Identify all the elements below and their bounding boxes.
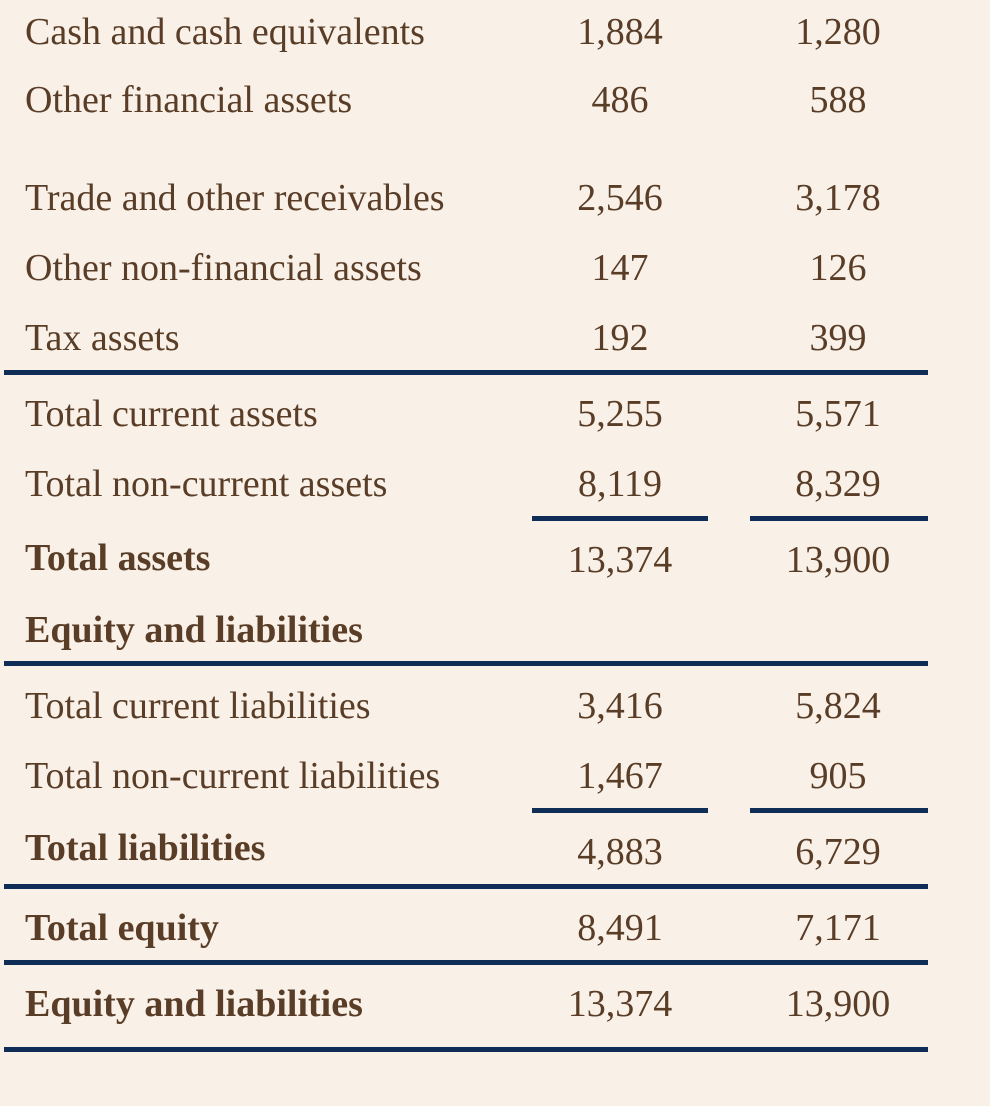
value-col-2: 399 [809, 317, 867, 359]
value-col-1: 2,546 [577, 177, 663, 219]
row-label: Total non-current assets [25, 463, 388, 505]
section-heading-equity-liabilities: Equity and liabilities [0, 604, 990, 656]
subtotal-rule-col-2 [750, 516, 928, 521]
value-col-1: 13,374 [567, 983, 673, 1025]
value-col-2: 6,729 [795, 831, 881, 873]
value-col-1: 5,255 [577, 393, 663, 435]
row-total-current-liabilities: Total current liabilities 3,416 5,824 [0, 680, 990, 732]
value-col-2: 588 [809, 79, 867, 121]
section-heading: Equity and liabilities [25, 609, 363, 651]
value-col-2: 7,171 [795, 907, 881, 949]
row-label: Trade and other receivables [25, 177, 445, 219]
subtotal-rule-col-1 [532, 808, 708, 813]
value-col-1: 4,883 [577, 831, 663, 873]
row-label: Other financial assets [25, 79, 353, 121]
row-total-non-current-liabilities: Total non-current liabilities 1,467 905 [0, 750, 990, 802]
row-label: Total current assets [25, 393, 318, 435]
row-label: Total liabilities [25, 827, 266, 869]
row-label: Total equity [25, 907, 219, 949]
value-col-1: 192 [591, 317, 649, 359]
row-label: Total current liabilities [25, 685, 371, 727]
value-col-2: 1,280 [795, 11, 881, 53]
value-col-2: 13,900 [785, 983, 891, 1025]
divider [4, 370, 928, 375]
divider [4, 884, 928, 889]
value-col-2: 13,900 [785, 539, 891, 581]
divider [4, 1047, 928, 1052]
value-col-2: 8,329 [795, 463, 881, 505]
value-col-1: 8,491 [577, 907, 663, 949]
row-total-non-current-assets: Total non-current assets 8,119 8,329 [0, 458, 990, 510]
value-col-2: 5,824 [795, 685, 881, 727]
value-col-1: 3,416 [577, 685, 663, 727]
value-col-2: 126 [809, 247, 867, 289]
row-total-current-assets: Total current assets 5,255 5,571 [0, 388, 990, 440]
row-total-equity: Total equity 8,491 7,171 [0, 902, 990, 954]
row-total-liabilities: Total liabilities 4,883 6,729 [0, 822, 990, 874]
row-other-non-financial-assets: Other non-financial assets 147 126 [0, 242, 990, 294]
row-cash: Cash and cash equivalents 1,884 1,280 [0, 6, 990, 58]
row-label: Equity and liabilities [25, 983, 363, 1025]
row-trade-receivables: Trade and other receivables 2,546 3,178 [0, 172, 990, 224]
divider [4, 960, 928, 965]
row-label: Total non-current liabilities [25, 755, 441, 797]
value-col-1: 147 [591, 247, 649, 289]
value-col-2: 905 [809, 755, 867, 797]
subtotal-rule-col-2 [750, 808, 928, 813]
row-label: Total assets [25, 537, 211, 579]
value-col-1: 13,374 [567, 539, 673, 581]
row-other-financial-assets: Other financial assets 486 588 [0, 74, 990, 126]
row-label: Other non-financial assets [25, 247, 422, 289]
value-col-1: 1,884 [577, 11, 663, 53]
row-label: Cash and cash equivalents [25, 11, 425, 53]
value-col-1: 8,119 [577, 463, 663, 505]
row-tax-assets: Tax assets 192 399 [0, 312, 990, 364]
value-col-1: 1,467 [577, 755, 663, 797]
value-col-1: 486 [591, 79, 649, 121]
subtotal-rule-col-1 [532, 516, 708, 521]
divider [4, 661, 928, 666]
row-equity-and-liabilities: Equity and liabilities 13,374 13,900 [0, 978, 990, 1030]
value-col-2: 5,571 [795, 393, 881, 435]
row-total-assets: Total assets 13,374 13,900 [0, 532, 990, 584]
value-col-2: 3,178 [795, 177, 881, 219]
row-label: Tax assets [25, 317, 180, 359]
